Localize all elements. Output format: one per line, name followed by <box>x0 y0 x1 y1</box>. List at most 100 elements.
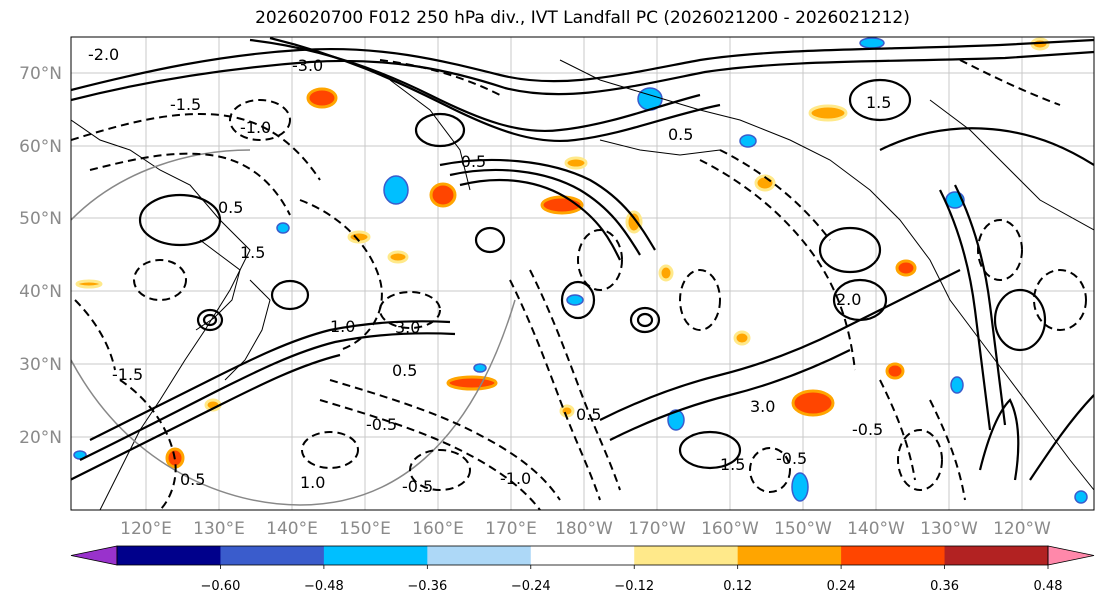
colorbar-tick-label: −0.48 <box>304 579 344 594</box>
contour-line <box>71 113 321 181</box>
shade-patch <box>808 104 848 122</box>
shade-patch <box>791 389 835 417</box>
map-content: -3.0 -2.0 -1.5 -1.0 -0.5 0.5 0.5 1.0 1.5… <box>71 37 1094 510</box>
contour-line <box>978 398 1020 481</box>
projection-arc <box>71 149 251 221</box>
contour-label: 1.0 <box>300 473 325 492</box>
shade-patch <box>1074 490 1088 504</box>
contour-label: -0.5 <box>366 415 397 434</box>
longitude-label: 130°E <box>193 519 245 539</box>
colorbar-outline <box>116 545 1049 566</box>
colorbar-extend-min <box>70 545 118 566</box>
contour-line <box>629 306 661 334</box>
contour-line <box>71 353 341 481</box>
colorbar-tick-label: 0.12 <box>723 579 752 594</box>
contour-label: 3.0 <box>395 318 420 337</box>
longitude-label: 120°E <box>120 519 172 539</box>
contour-line <box>379 59 501 96</box>
contour-line <box>196 308 224 332</box>
contour-line <box>977 219 1023 281</box>
colorbar-tick-label: 0.36 <box>930 579 959 594</box>
contour-line <box>719 149 831 241</box>
latitude-label: 50°N <box>19 209 62 229</box>
shade-patch <box>658 264 674 282</box>
contour-line <box>832 278 888 322</box>
contour-line <box>679 269 721 331</box>
contour-line <box>699 159 856 371</box>
chart-title: 2026020700 F012 250 hPa div., IVT Landfa… <box>255 8 910 28</box>
longitude-label: 150°E <box>339 519 391 539</box>
contour-label: 0.5 <box>392 361 417 380</box>
colorbar-segment <box>530 546 635 565</box>
contour-line <box>329 379 561 501</box>
contour-label: 0.5 <box>576 405 601 424</box>
longitude-label: 160°E <box>412 519 464 539</box>
contour-label: -0.5 <box>402 477 433 496</box>
latitude-label: 20°N <box>19 428 62 448</box>
contour-line <box>939 189 992 431</box>
shade-patch <box>895 259 917 277</box>
longitude-label: 150°W <box>774 519 832 539</box>
contour-line <box>577 229 623 291</box>
colorbar-segment <box>737 546 842 565</box>
contour-label: -2.0 <box>88 45 119 64</box>
shade-patch <box>75 279 103 289</box>
contour-line <box>229 99 291 141</box>
contour-line <box>89 320 451 441</box>
aleutian-coastline <box>599 139 721 156</box>
contour-line <box>414 112 466 148</box>
contour-line <box>79 332 456 461</box>
contour-label: -0.5 <box>455 152 486 171</box>
shade-patch <box>791 472 809 502</box>
colorbar-tick-label: −0.36 <box>407 579 447 594</box>
contour-line <box>1029 394 1094 481</box>
latitude-label: 40°N <box>19 282 62 302</box>
contour-line <box>959 59 1061 106</box>
longitude-label: 180°W <box>555 519 613 539</box>
contour-line <box>449 168 641 256</box>
contour-line <box>71 50 1094 102</box>
contour-label: 0.5 <box>668 125 693 144</box>
contour-line <box>409 449 471 491</box>
shade-patch <box>739 134 757 148</box>
shade-patch <box>625 210 643 234</box>
alaska-coastline <box>929 99 1094 231</box>
contour-line <box>133 259 187 301</box>
longitude-label: 160°W <box>701 519 759 539</box>
longitude-label: 170°E <box>485 519 537 539</box>
contour-labels: -3.0 -2.0 -1.5 -1.0 -0.5 0.5 0.5 1.0 1.5… <box>88 45 891 496</box>
contour-line <box>818 226 882 274</box>
contour-label: -1.0 <box>240 118 271 137</box>
shade-patch <box>276 222 290 234</box>
contour-label: -1.0 <box>500 469 531 488</box>
shade-patch <box>347 230 371 244</box>
contour-label: 3.0 <box>750 397 775 416</box>
contour-line <box>636 312 654 328</box>
contour-line <box>89 152 291 216</box>
longitude-label: 140°W <box>847 519 905 539</box>
contour-label: -0.5 <box>776 449 807 468</box>
graticule <box>71 37 1094 510</box>
shade-patch <box>306 87 338 109</box>
contour-line <box>879 127 1094 166</box>
contour-line <box>609 349 851 441</box>
colorbar-segment <box>841 546 946 565</box>
contour-line <box>202 313 218 327</box>
latitude-labels: 70°N 60°N 50°N 40°N 30°N 20°N <box>19 64 62 448</box>
contour-line <box>474 226 506 254</box>
contour-line <box>459 178 621 261</box>
colorbar-extend-max <box>1047 545 1095 566</box>
map-frame <box>70 36 1095 511</box>
shade-patch <box>473 363 487 373</box>
dashed-contours <box>71 59 1087 510</box>
contour-line <box>1033 269 1087 331</box>
longitude-label: 170°W <box>628 519 686 539</box>
latitude-label: 70°N <box>19 64 62 84</box>
contour-line <box>897 429 943 491</box>
contour-label: 0.5 <box>218 198 243 217</box>
contour-line <box>954 184 1007 426</box>
contour-label: 2.0 <box>836 290 861 309</box>
contour-label: 0.5 <box>180 470 205 489</box>
shade-patch <box>950 376 964 394</box>
contour-label: -3.0 <box>292 56 323 75</box>
